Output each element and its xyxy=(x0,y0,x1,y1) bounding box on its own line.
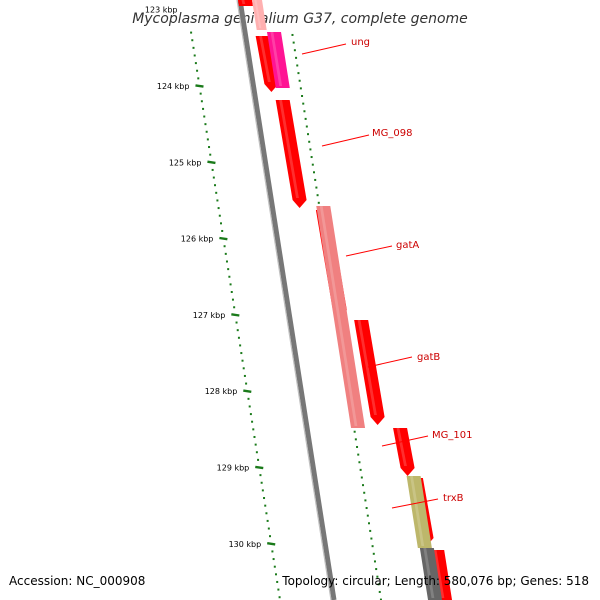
kbp-ruler: 123 kbp 124 kbp 125 kbp 126 kbp 127 kbp 128 k… xyxy=(145,6,382,600)
topology-text: Topology: circular; Length: 580,076 bp; … xyxy=(282,574,589,588)
gene-label: trxB xyxy=(443,493,464,504)
gene-block xyxy=(238,0,253,6)
gene-grey xyxy=(419,548,443,600)
gene-block xyxy=(255,36,279,92)
backbone-line xyxy=(237,0,337,600)
gene-label: gatB xyxy=(417,352,440,363)
gene-block-shine xyxy=(396,428,407,466)
gene-labels: ung MG_098 gatA gatB MG_101 trxB xyxy=(301,37,472,509)
gene-gatA xyxy=(316,206,366,428)
gene-label-leader xyxy=(367,356,413,368)
gene-label-leader xyxy=(381,435,429,447)
map-title: Mycoplasma genitalium G37, complete geno… xyxy=(132,11,468,27)
gene-label-leader xyxy=(345,245,393,257)
ruler-major-tick xyxy=(255,465,264,470)
ruler-major-tick xyxy=(207,160,216,165)
ruler-label: 125 kbp xyxy=(169,158,202,167)
ruler-label: 126 kbp xyxy=(181,235,214,244)
gene-remnant xyxy=(252,0,267,30)
gene-track xyxy=(238,0,453,600)
gene-ung-shine xyxy=(270,32,283,86)
gene-block xyxy=(275,100,307,208)
gene-block-shine xyxy=(241,0,246,4)
ruler-major-tick xyxy=(195,84,204,88)
gene-trxB xyxy=(406,476,432,548)
ruler-label: 130 kbp xyxy=(229,540,262,549)
ruler-major-tick xyxy=(219,236,228,241)
gene-label: MG_101 xyxy=(432,430,472,441)
gene-ung xyxy=(267,32,290,88)
ruler-major-tick xyxy=(243,389,252,393)
gene-block xyxy=(354,320,385,425)
gene-label-leader xyxy=(391,498,439,509)
gene-gatA-shine xyxy=(319,206,358,426)
gene-block-shine xyxy=(279,100,299,198)
genome-backbone xyxy=(236,0,337,600)
gene-label-leader xyxy=(301,43,347,55)
ruler-label: 128 kbp xyxy=(205,387,238,396)
gene-label: MG_098 xyxy=(372,128,412,139)
gene-remnant-shine xyxy=(254,0,262,28)
gene-label: ung xyxy=(351,37,370,48)
gene-trxB-shine xyxy=(410,476,425,546)
gene-label: gatA xyxy=(396,240,419,251)
ruler-label: 129 kbp xyxy=(217,464,250,473)
gene-block-shine xyxy=(433,550,445,598)
ruler-label: 127 kbp xyxy=(193,311,226,320)
gene-grey-shine xyxy=(423,548,435,598)
ruler-major-tick xyxy=(231,313,240,317)
gene-block-shine xyxy=(259,36,271,82)
gene-block-shine xyxy=(357,320,377,415)
accession-text: Accession: NC_000908 xyxy=(9,574,146,588)
ruler-label: 124 kbp xyxy=(157,82,190,91)
ruler-major-tick xyxy=(267,542,276,546)
backbone-highlight xyxy=(236,0,332,600)
gene-label-leader xyxy=(321,134,370,147)
ruler-label: 123 kbp xyxy=(145,6,178,15)
